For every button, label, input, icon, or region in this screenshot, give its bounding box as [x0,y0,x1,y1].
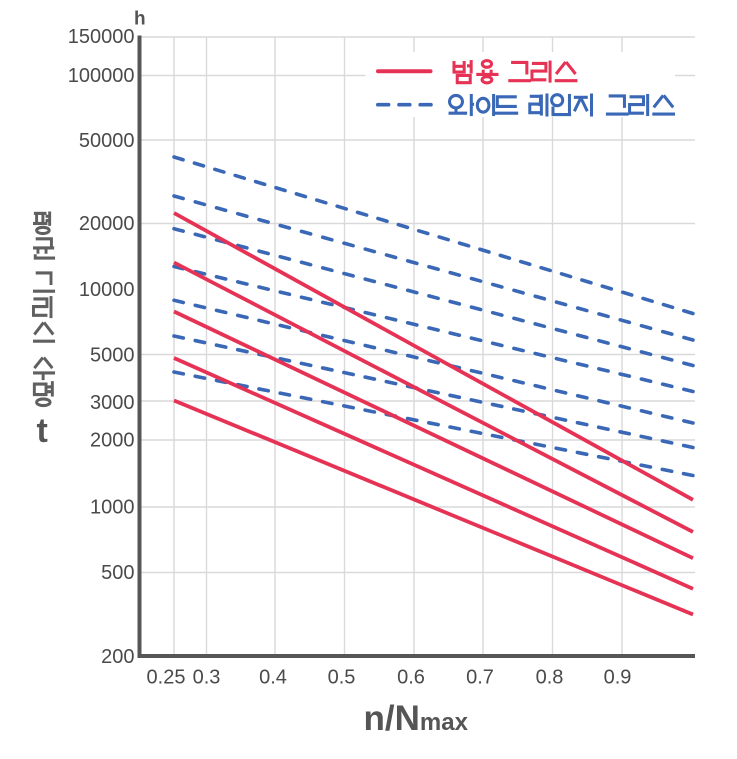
svg-text:0.7: 0.7 [466,667,494,689]
svg-text:100000: 100000 [68,65,135,87]
svg-text:3000: 3000 [90,392,135,414]
svg-text:1000: 1000 [90,497,135,519]
svg-text:20000: 20000 [79,213,135,235]
svg-text:h: h [134,9,146,30]
svg-text:10000: 10000 [79,279,135,301]
svg-text:0.4: 0.4 [259,667,287,689]
svg-text:0.9: 0.9 [604,667,632,689]
svg-text:150000: 150000 [68,26,135,48]
svg-text:2000: 2000 [90,430,135,452]
svg-text:0.8: 0.8 [536,667,564,689]
svg-text:200: 200 [101,646,134,668]
svg-text:0.25: 0.25 [147,667,186,689]
svg-text:50000: 50000 [79,130,135,152]
svg-text:5000: 5000 [90,345,135,367]
svg-text:t: t [37,412,48,450]
svg-text:0.5: 0.5 [328,667,356,689]
svg-text:500: 500 [101,562,134,584]
svg-text:0.3: 0.3 [193,667,221,689]
svg-text:0.6: 0.6 [397,667,425,689]
